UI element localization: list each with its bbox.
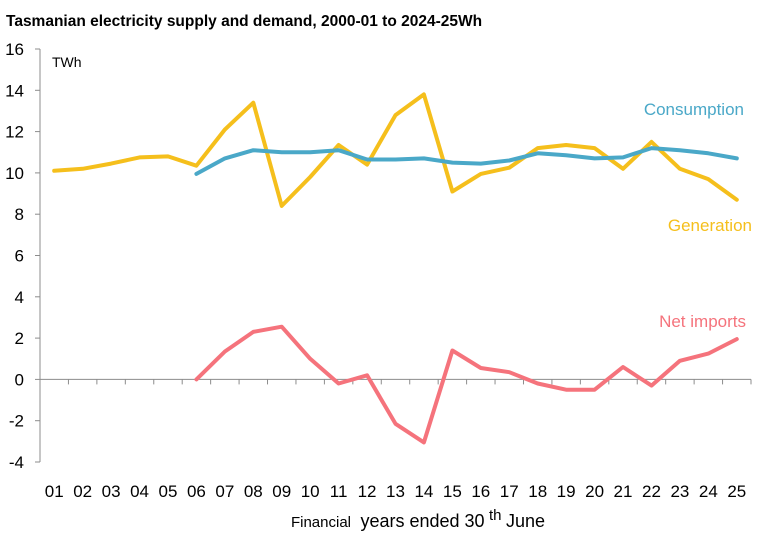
x-tick-label: 03 xyxy=(102,482,121,501)
y-tick-label: 8 xyxy=(15,205,24,224)
x-tick-label: 12 xyxy=(358,482,377,501)
x-tick-label: 09 xyxy=(272,482,291,501)
y-tick-label: 10 xyxy=(5,164,24,183)
x-tick-label: 02 xyxy=(73,482,92,501)
x-axis-label-prefix: Financial xyxy=(291,514,351,531)
x-tick-label: 23 xyxy=(670,482,689,501)
y-tick-label: -4 xyxy=(9,453,24,472)
y-tick-label: -2 xyxy=(9,412,24,431)
series-label-net-imports: Net imports xyxy=(659,312,746,331)
x-tick-label: 25 xyxy=(727,482,746,501)
x-tick-label: 06 xyxy=(187,482,206,501)
y-tick-label: 14 xyxy=(5,81,24,100)
y-tick-label: 12 xyxy=(5,123,24,142)
y-tick-label: 4 xyxy=(15,288,24,307)
chart-title: Tasmanian electricity supply and demand,… xyxy=(6,13,483,30)
series-label-generation: Generation xyxy=(668,216,752,235)
x-axis-label-suffix: June xyxy=(506,511,545,531)
x-tick-label: 22 xyxy=(642,482,661,501)
x-tick-label: 20 xyxy=(585,482,604,501)
x-tick-label: 18 xyxy=(528,482,547,501)
x-tick-label: 14 xyxy=(414,482,433,501)
x-tick-label: 19 xyxy=(557,482,576,501)
series-line-net-imports xyxy=(194,324,739,445)
series-line-generation xyxy=(52,92,739,208)
series-line-consumption xyxy=(194,146,739,176)
y-tick-label: 2 xyxy=(15,329,24,348)
x-axis-label: Financial years ended 30 th June xyxy=(291,507,545,531)
y-tick-label: 6 xyxy=(15,247,24,266)
x-tick-label: 24 xyxy=(699,482,718,501)
x-tick-label: 17 xyxy=(500,482,519,501)
x-tick-label: 15 xyxy=(443,482,462,501)
series-label-consumption: Consumption xyxy=(644,100,744,119)
x-tick-label: 05 xyxy=(159,482,178,501)
x-tick-label: 11 xyxy=(330,482,348,501)
x-tick-label: 08 xyxy=(244,482,263,501)
y-unit-label: TWh xyxy=(52,54,82,70)
series-labels: Generation Consumption Net imports xyxy=(644,100,752,331)
series-lines xyxy=(52,92,739,445)
y-tick-label: 0 xyxy=(15,370,24,389)
x-tick-label: 21 xyxy=(614,482,633,501)
y-tick-label: 16 xyxy=(5,40,24,59)
x-tick-label: 07 xyxy=(215,482,234,501)
x-tick-label: 13 xyxy=(386,482,405,501)
x-tick-label: 16 xyxy=(471,482,490,501)
x-tick-label: 04 xyxy=(130,482,149,501)
x-axis-label-main: years ended 30 xyxy=(360,511,484,531)
x-tick-label: 01 xyxy=(45,482,64,501)
x-axis-label-sup: th xyxy=(489,507,502,524)
x-tick-label: 10 xyxy=(301,482,320,501)
